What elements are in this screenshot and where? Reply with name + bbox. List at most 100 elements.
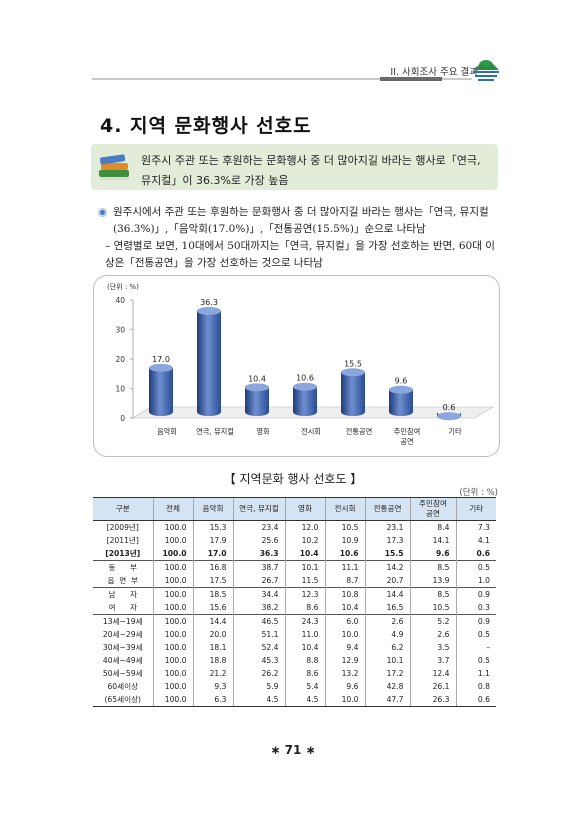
page-title: 4. 지역 문화행사 선호도 [100,115,312,137]
bar-top [149,363,173,372]
table-cell: 100.0 [152,680,193,693]
table-cell: 14.1 [409,534,456,547]
table-cell: 18.5 [192,587,233,601]
bullet-icon [98,208,107,217]
bar-top [245,383,269,392]
table-cell: 1.0 [455,574,496,588]
table-row: [2011년] 100.0 17.9 25.6 10.2 10.9 17.3 14.1 4.1 [93,534,496,547]
table-cell: 1.1 [455,667,496,680]
row-label: 읍 면 부 [107,576,139,585]
bar-top [389,385,413,394]
bar-value-label: 17.0 [152,355,170,364]
bar-top [293,382,317,391]
table-cell: 0.3 [455,601,496,615]
table-row: [2009년] 100.0 15.3 23.4 12.0 10.5 23.1 8.4 7.3 [93,520,496,534]
table-cell: 13.9 [409,574,456,588]
table-cell: 23.1 [364,520,410,534]
table-header-row: 구분 전체 음악회 연극, 뮤지컬 영화 전시회 전통공연 주민참여 공연 기타 [93,497,496,521]
table-cell: 12.3 [284,587,325,601]
table-row: [2013년] 100.0 17.0 36.3 10.4 10.6 15.5 9.6 0.6 [93,547,496,561]
table-cell: 10.4 [324,601,365,615]
table-cell: 8.6 [284,667,325,680]
bar-chart: (단위 : %) 0 10 20 30 40 17.0 음악회 36.3 연극, 뮤지컬 10.4 영… [107,282,495,446]
row-label: [2011년] [106,536,139,545]
preference-table: 구분 전체 음악회 연극, 뮤지컬 영화 전시회 전통공연 주민참여 공연 기타 [2009년]… [93,497,496,707]
table-cell: 34.4 [232,587,285,601]
table-cell: 9.6 [324,680,365,693]
table-row: 20세~29세 100.0 20.0 51.1 11.0 10.0 4.9 2.6 0.5 [93,628,496,641]
table-cell: 11.0 [284,628,325,641]
table-cell: 25.6 [232,534,285,547]
page-number: ∗ 71 ∗ [270,743,316,757]
row-label: 13세~19세 [93,614,153,628]
table-cell: 52.4 [232,641,285,654]
row-label: 40세~49세 [102,656,143,665]
table-cell: 0.8 [455,680,496,693]
table-row: 60세이상 100.0 9.3 5.9 5.4 9.6 42.8 26.1 0.8 [93,680,496,693]
table-cell: 2.6 [409,628,456,641]
row-label: 20세~29세 [102,630,143,639]
row-label: 여 자 [108,603,137,612]
bar-value-label: 15.5 [344,359,362,368]
table-cell: 18.8 [192,654,233,667]
table-cell: 3.7 [409,654,456,667]
table-cell: 100.0 [152,520,193,534]
bar-top [341,368,365,377]
bar-top [437,412,461,421]
table-row: 여 자 100.0 15.6 38.2 8.6 10.4 16.5 10.5 0.3 [93,601,496,615]
table-cell: 23.4 [232,520,285,534]
table-cell: 15.3 [192,520,233,534]
table-row: 13세~19세 100.0 14.4 46.5 24.3 6.0 2.6 5.2 0.9 [93,614,496,628]
table-cell: 6.0 [324,614,365,628]
row-label: 30세~39세 [102,643,143,652]
table-cell: 46.5 [232,614,285,628]
bar-value-label: 0.6 [443,403,456,412]
mountain-logo-icon [473,60,499,81]
x-category-label: 기타 [448,427,462,436]
x-category-label: 주민참여 [394,427,420,436]
table-cell: 100.0 [152,667,193,680]
table-cell: 17.3 [364,534,410,547]
table-row: 남 자 100.0 18.5 34.4 12.3 10.8 14.4 8.5 0.9 [93,587,496,601]
table-cell: 8.8 [284,654,325,667]
summary-line-2: 뮤지컬」이 36.3%로 가장 높음 [141,174,289,187]
table-cell: 17.2 [364,667,410,680]
table-cell: 4.5 [284,693,325,707]
table-header-cell: 음악회 [192,497,233,521]
table-cell: 5.2 [409,614,456,628]
bar-value-label: 36.3 [200,298,218,307]
bar [293,386,317,416]
table-cell: 10.0 [324,628,365,641]
table-header-cell: 전통공연 [364,497,410,521]
table-header-cell: 주민참여 공연 [409,497,456,521]
table-cell: 0.6 [455,547,496,561]
row-label: 60세이상 [107,682,139,691]
bar-top [197,306,221,315]
summary-text: 원주시 주관 또는 후원하는 문화행사 중 더 많아지길 바라는 행사로「연극,… [141,151,491,191]
table-cell: 10.2 [284,534,325,547]
table-cell: 100.0 [152,641,193,654]
table-cell: 45.3 [232,654,285,667]
table-cell: 20.0 [192,628,233,641]
table-row: 40세~49세 100.0 18.8 45.3 8.8 12.9 10.1 3.7 0.5 [93,654,496,667]
table-cell: 5.4 [284,680,325,693]
table-cell: 100.0 [152,693,193,707]
table-cell: 0.5 [455,560,496,574]
summary-box [91,144,498,190]
table-cell: 10.1 [284,560,325,574]
table-cell: 100.0 [152,628,193,641]
row-label: 50세~59세 [102,669,143,678]
table-cell: 47.7 [364,693,410,707]
table-cell: 100.0 [152,654,193,667]
bar [389,389,413,416]
table-cell: 14.4 [192,614,233,628]
table-cell: 18.1 [192,641,233,654]
table-cell: 100.0 [152,614,193,628]
table-cell: 12.9 [324,654,365,667]
table-cell: 0.5 [455,628,496,641]
row-label: [2009년] [93,520,153,534]
table-cell: 0.6 [455,693,496,707]
section-header: II. 사회조사 주요 결과 [390,67,478,78]
table-cell: 42.8 [364,680,410,693]
table-cell: 9.6 [409,547,456,561]
